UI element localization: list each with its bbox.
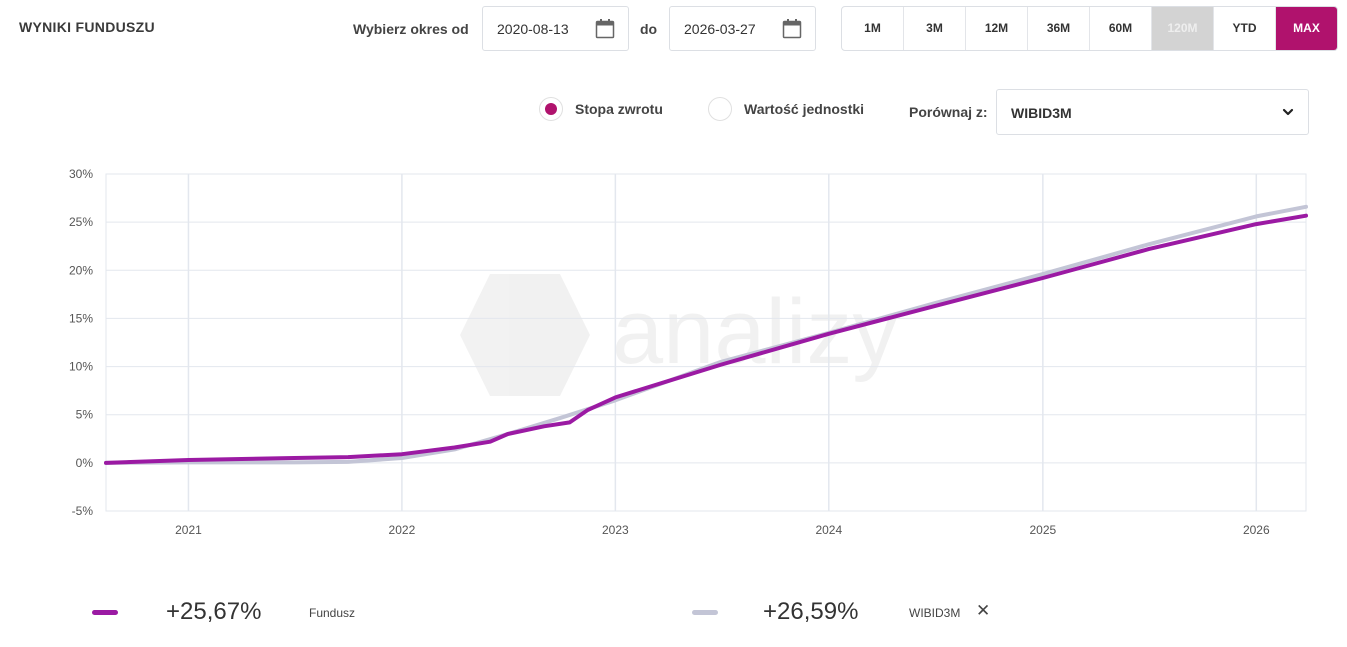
period-36m-button[interactable]: 36M <box>1028 7 1090 50</box>
x-tick-label: 2026 <box>1243 523 1270 537</box>
close-icon[interactable]: ✕ <box>976 601 991 620</box>
y-tick-label: 25% <box>69 215 93 229</box>
legend-swatch-benchmark <box>692 610 718 615</box>
x-tick-label: 2023 <box>602 523 629 537</box>
x-tick-label: 2022 <box>389 523 416 537</box>
chart-series <box>104 204 1308 465</box>
y-tick-label: 5% <box>76 408 94 422</box>
unit-value-radio[interactable] <box>708 97 732 121</box>
y-tick-label: 30% <box>69 167 93 181</box>
unit-value-option[interactable]: Wartość jednostki <box>708 97 864 121</box>
date-from-label: Wybierz okres od <box>353 21 469 37</box>
legend-swatch-fund <box>92 610 118 615</box>
date-to-field[interactable]: 2026-03-27 <box>669 6 816 51</box>
x-tick-label: 2024 <box>815 523 842 537</box>
svg-text:analizy: analizy <box>612 281 898 383</box>
compare-select[interactable]: WIBID3M <box>996 89 1309 135</box>
legend-name-fund: Fundusz <box>309 606 356 620</box>
date-to-value: 2026-03-27 <box>684 21 756 37</box>
watermark-logo: analizy <box>460 274 898 396</box>
unit-value-label: Wartość jednostki <box>744 101 865 117</box>
calendar-icon[interactable] <box>595 18 615 44</box>
period-max-button[interactable]: MAX <box>1276 7 1337 50</box>
series-line-fund <box>104 213 1308 465</box>
chart-axes: 30% 25% 20% 15% 10% 5% 0% -5% 2021 2022 2023 2024 20… <box>69 167 1270 537</box>
period-60m-button[interactable]: 60M <box>1090 7 1152 50</box>
legend-name-benchmark: WIBID3M <box>909 606 961 620</box>
return-rate-option[interactable]: Stopa zwrotu <box>539 97 663 121</box>
y-tick-label: 15% <box>69 311 93 325</box>
chevron-down-icon <box>1282 105 1294 123</box>
return-rate-label: Stopa zwrotu <box>575 101 663 117</box>
period-selector: 1M 3M 12M 36M 60M 120M YTD MAX <box>841 6 1338 51</box>
period-1m-button[interactable]: 1M <box>842 7 904 50</box>
compare-value: WIBID3M <box>1011 105 1072 121</box>
period-120m-button[interactable]: 120M <box>1152 7 1214 50</box>
return-rate-radio[interactable] <box>539 97 563 121</box>
legend-value-fund: +25,67% <box>166 598 262 625</box>
chart-grid <box>105 173 1307 512</box>
performance-chart: analizy 30% 25% 20% 15% 10% 5% 0% -5% 2021 2022 20… <box>69 167 1308 537</box>
period-3m-button[interactable]: 3M <box>904 7 966 50</box>
x-tick-label: 2025 <box>1029 523 1056 537</box>
y-tick-label: 0% <box>76 456 94 470</box>
calendar-icon[interactable] <box>782 18 802 44</box>
x-tick-label: 2021 <box>175 523 202 537</box>
y-tick-label: 10% <box>69 360 93 374</box>
period-ytd-button[interactable]: YTD <box>1214 7 1276 50</box>
legend-value-benchmark: +26,59% <box>763 598 859 625</box>
y-tick-label: -5% <box>72 504 94 518</box>
section-title: WYNIKI FUNDUSZU <box>19 19 155 35</box>
date-from-field[interactable]: 2020-08-13 <box>482 6 629 51</box>
y-tick-label: 20% <box>69 263 93 277</box>
date-from-value: 2020-08-13 <box>497 21 569 37</box>
compare-label: Porównaj z: <box>909 104 988 120</box>
date-to-label: do <box>640 21 658 37</box>
period-12m-button[interactable]: 12M <box>966 7 1028 50</box>
